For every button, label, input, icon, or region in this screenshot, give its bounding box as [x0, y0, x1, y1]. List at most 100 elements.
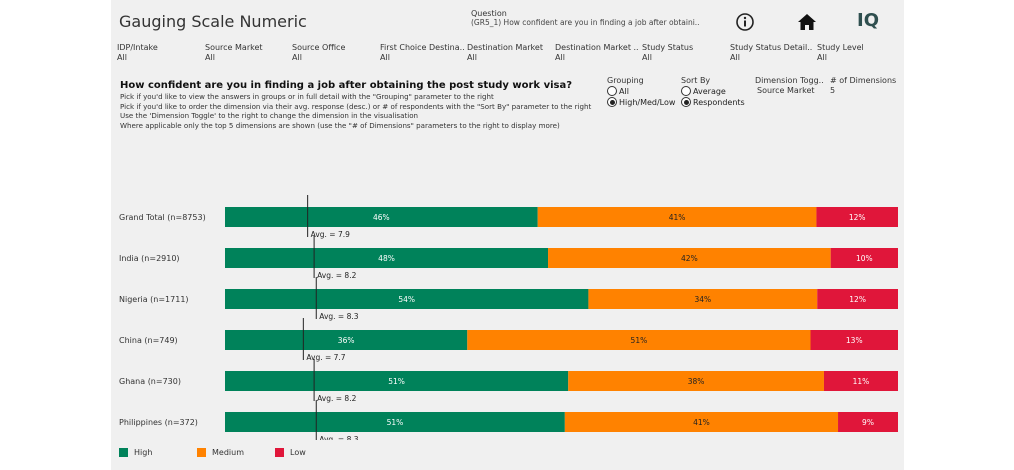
data-label-low: 12% [849, 213, 866, 222]
filter-value[interactable]: All [205, 53, 215, 62]
filter-label: First Choice Destina.. [380, 43, 465, 52]
bar-segment-low [838, 412, 898, 432]
grouping-option-all[interactable]: All [607, 86, 629, 96]
data-label-medium: 34% [694, 295, 711, 304]
radio-label: Average [693, 86, 726, 96]
filter-label: Destination Market .. [555, 43, 639, 52]
dashboard-panel: Gauging Scale Numeric Question (GR5_1) H… [111, 0, 904, 470]
radio-selected-icon[interactable] [607, 97, 617, 107]
bar-segment-medium [564, 412, 839, 432]
bar-segment-low [823, 371, 898, 391]
filter-label: Source Market [205, 43, 263, 52]
filter-idp-intake[interactable]: IDP/Intake All [117, 43, 205, 62]
legend-item-high: High [119, 448, 152, 457]
legend-swatch-low [275, 448, 284, 457]
bar-segment-high [225, 412, 565, 432]
average-label: Avg. = 7.9 [311, 230, 350, 239]
category-label: Nigeria (n=1711) [119, 295, 189, 304]
filter-label: Destination Market [467, 43, 543, 52]
filter-value[interactable]: All [817, 53, 827, 62]
filter-value[interactable]: All [730, 53, 740, 62]
bar-segment-medium [568, 371, 824, 391]
filter-destination-market-2[interactable]: Destination Market .. All [555, 43, 643, 62]
bar-segment-low [810, 330, 898, 350]
page-title: Gauging Scale Numeric [119, 12, 307, 31]
filter-destination-market[interactable]: Destination Market All [467, 43, 555, 62]
legend-label: High [134, 448, 153, 457]
bar-segment-medium [537, 207, 817, 227]
radio-label: All [619, 86, 629, 96]
instruction-line: Pick if you'd like to view the answers i… [120, 92, 494, 101]
filter-value[interactable]: All [117, 53, 127, 62]
filter-value[interactable]: All [380, 53, 390, 62]
data-label-low: 13% [846, 336, 863, 345]
radio-icon[interactable] [607, 86, 617, 96]
filter-study-level[interactable]: Study Level All [817, 43, 905, 62]
num-dimensions-label: # of Dimensions [830, 76, 897, 85]
filter-value[interactable]: All [642, 53, 652, 62]
home-icon[interactable] [797, 12, 817, 32]
filter-value[interactable]: All [292, 53, 302, 62]
category-label: India (n=2910) [119, 254, 180, 263]
sortby-option-respondents[interactable]: Respondents [681, 97, 745, 107]
category-label: Grand Total (n=8753) [119, 213, 206, 222]
filter-label: Source Office [292, 43, 346, 52]
bar-segment-medium [467, 330, 811, 350]
data-label-high: 54% [398, 295, 415, 304]
filter-source-market[interactable]: Source Market All [205, 43, 293, 62]
filter-value[interactable]: All [467, 53, 477, 62]
radio-icon[interactable] [681, 86, 691, 96]
average-label: Avg. = 8.3 [319, 312, 358, 321]
question-filter-label: Question [471, 9, 507, 18]
grouping-option-high-med-low[interactable]: High/Med/Low [607, 97, 675, 107]
data-label-medium: 42% [681, 254, 698, 263]
chart-heading: How confident are you in finding a job a… [120, 80, 573, 91]
dimension-toggle-label: Dimension Togg.. [755, 76, 824, 85]
bar-segment-low [816, 207, 898, 227]
data-label-high: 51% [387, 418, 404, 427]
filter-study-status-detail[interactable]: Study Status Detail.. All [730, 43, 818, 62]
instruction-line: Pick if you'd like to order the dimensio… [120, 101, 592, 111]
bar-segment-high [225, 248, 549, 268]
instructions: Pick if you'd like to view the answers i… [120, 92, 595, 130]
radio-selected-icon[interactable] [681, 97, 691, 107]
legend-item-medium: Medium [197, 448, 244, 457]
data-label-medium: 51% [631, 336, 648, 345]
bar-segment-low [830, 248, 898, 268]
data-label-high: 51% [388, 377, 405, 386]
question-filter-value[interactable]: (GR5_1) How confident are you in finding… [471, 18, 700, 27]
data-label-medium: 41% [693, 418, 710, 427]
data-label-high: 48% [378, 254, 395, 263]
filter-label: IDP/Intake [117, 43, 158, 52]
data-label-low: 9% [862, 418, 874, 427]
sortby-option-average[interactable]: Average [681, 86, 726, 96]
num-dimensions-value[interactable]: 5 [830, 86, 836, 95]
bar-segment-high [225, 207, 538, 227]
data-label-low: 11% [853, 377, 870, 386]
grouping-label: Grouping [607, 76, 644, 85]
info-icon[interactable] [735, 12, 755, 32]
data-label-high: 36% [338, 336, 355, 345]
data-label-low: 10% [856, 254, 873, 263]
bar-segment-high [225, 371, 569, 391]
filter-first-choice-destination[interactable]: First Choice Destina.. All [380, 43, 468, 62]
dimension-toggle-value[interactable]: Source Market [757, 86, 815, 95]
bar-segment-high [225, 330, 468, 350]
sortby-label: Sort By [681, 76, 711, 85]
average-label: Avg. = 8.3 [319, 435, 358, 440]
instruction-line: Where applicable only the top 5 dimensio… [120, 120, 560, 130]
filter-source-office[interactable]: Source Office All [292, 43, 380, 62]
radio-label: High/Med/Low [619, 97, 676, 107]
legend-swatch-high [119, 448, 128, 457]
radio-label: Respondents [693, 97, 745, 107]
legend-label: Medium [212, 448, 244, 457]
data-label-low: 12% [849, 295, 866, 304]
bar-segment-low [817, 289, 898, 309]
data-label-medium: 38% [688, 377, 705, 386]
average-label: Avg. = 7.7 [306, 353, 345, 362]
filter-study-status[interactable]: Study Status All [642, 43, 730, 62]
stacked-bar-chart: Grand Total (n=8753) 46% 41% 12% Avg. = 7.9 I… [119, 195, 898, 440]
bar-segment-medium [588, 289, 818, 309]
filter-label: Study Status [642, 43, 694, 52]
filter-value[interactable]: All [555, 53, 565, 62]
